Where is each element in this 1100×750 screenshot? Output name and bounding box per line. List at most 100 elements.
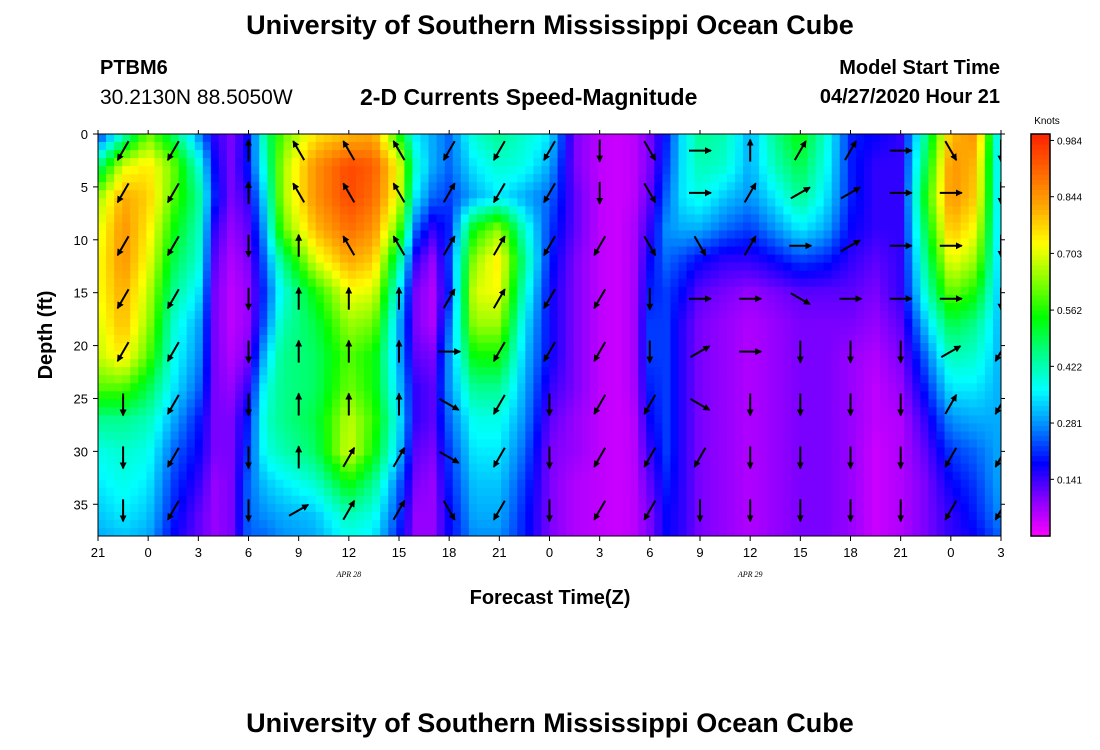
heatmap-cell <box>404 302 414 312</box>
heatmap-cell <box>210 294 220 304</box>
heatmap-cell <box>106 383 115 392</box>
heatmap-cell <box>630 134 639 143</box>
heatmap-cell <box>767 174 776 183</box>
heatmap-cell <box>178 278 188 288</box>
heatmap-cell <box>452 471 462 481</box>
heatmap-cell <box>275 399 285 408</box>
heatmap-cell <box>783 270 792 280</box>
heatmap-cell <box>146 391 156 400</box>
heatmap-cell <box>227 455 236 465</box>
heatmap-cell <box>541 318 551 328</box>
heatmap-cell <box>847 150 857 159</box>
heatmap-cell <box>138 134 147 143</box>
heatmap-cell <box>154 479 164 489</box>
heatmap-cell <box>114 134 123 143</box>
heatmap-cell <box>364 318 373 328</box>
heatmap-cell <box>420 206 430 215</box>
heatmap-cell <box>130 471 139 481</box>
heatmap-cell <box>307 391 317 400</box>
heatmap-cell <box>178 166 188 175</box>
heatmap-cell <box>283 367 293 376</box>
heatmap-cell <box>468 158 478 167</box>
heatmap-cell <box>299 214 309 224</box>
heatmap-cell <box>702 310 712 320</box>
heatmap-cell <box>218 246 228 256</box>
heatmap-cell <box>114 359 123 368</box>
heatmap-cell <box>662 423 672 433</box>
heatmap-cell <box>315 214 325 224</box>
heatmap-cell <box>106 214 115 224</box>
heatmap-cell <box>557 174 567 183</box>
heatmap-cell <box>815 471 825 481</box>
heatmap-cell <box>243 270 252 280</box>
heatmap-cell <box>847 439 857 449</box>
heatmap-cell <box>493 238 502 248</box>
heatmap-cell <box>581 286 591 296</box>
heatmap-cell <box>420 318 430 328</box>
heatmap-cell <box>146 367 156 376</box>
heatmap-cell <box>767 158 776 167</box>
heatmap-cell <box>396 294 405 304</box>
heatmap-cell <box>904 174 913 183</box>
heatmap-cell <box>638 326 647 336</box>
heatmap-cell <box>984 270 994 280</box>
heatmap-cell <box>372 415 381 425</box>
heatmap-cell <box>751 391 760 400</box>
heatmap-cell <box>468 367 478 376</box>
heatmap-cell <box>807 134 817 143</box>
heatmap-cell <box>380 431 389 441</box>
heatmap-cell <box>968 302 978 312</box>
heatmap-cell <box>791 286 801 296</box>
heatmap-cell <box>202 367 212 376</box>
heatmap-cell <box>726 431 736 441</box>
heatmap-cell <box>783 214 792 224</box>
heatmap-cell <box>428 246 438 256</box>
heatmap-cell <box>912 359 921 368</box>
heatmap-cell <box>130 383 139 392</box>
heatmap-cell <box>404 270 414 280</box>
heatmap-cell <box>404 238 414 248</box>
heatmap-cell <box>734 455 744 465</box>
heatmap-cell <box>847 182 857 191</box>
heatmap-cell <box>178 318 188 328</box>
heatmap-cell <box>283 262 293 272</box>
heatmap-cell <box>186 262 196 272</box>
heatmap-cell <box>533 206 543 215</box>
heatmap-cell <box>630 391 639 400</box>
heatmap-cell <box>799 439 809 449</box>
heatmap-cell <box>968 471 978 481</box>
heatmap-cell <box>581 238 591 248</box>
heatmap-cell <box>759 222 768 232</box>
heatmap-cell <box>178 447 188 457</box>
heatmap-cell <box>283 150 293 159</box>
heatmap-cell <box>364 206 373 215</box>
heatmap-cell <box>227 214 236 224</box>
heatmap-cell <box>525 310 534 320</box>
heatmap-cell <box>283 335 293 344</box>
heatmap-cell <box>912 158 921 167</box>
heatmap-cell <box>227 326 236 336</box>
heatmap-cell <box>476 198 486 207</box>
heatmap-cell <box>847 463 857 473</box>
heatmap-cell <box>460 487 470 497</box>
heatmap-cell <box>106 439 115 449</box>
heatmap-cell <box>734 158 744 167</box>
heatmap-cell <box>428 254 438 264</box>
heatmap-cell <box>831 318 841 328</box>
heatmap-cell <box>106 399 115 408</box>
heatmap-cell <box>444 134 454 143</box>
heatmap-cell <box>331 158 341 167</box>
heatmap-cell <box>243 343 252 352</box>
heatmap-cell <box>138 383 147 392</box>
heatmap-cell <box>138 351 147 360</box>
heatmap-cell <box>291 359 301 368</box>
heatmap-cell <box>759 407 768 416</box>
heatmap-cell <box>605 439 615 449</box>
heatmap-cell <box>775 198 784 207</box>
heatmap-cell <box>614 359 623 368</box>
heatmap-cell <box>557 134 567 143</box>
heatmap-cell <box>783 391 792 400</box>
heatmap-cell <box>622 407 631 416</box>
heatmap-cell <box>807 270 817 280</box>
heatmap-cell <box>243 190 252 199</box>
